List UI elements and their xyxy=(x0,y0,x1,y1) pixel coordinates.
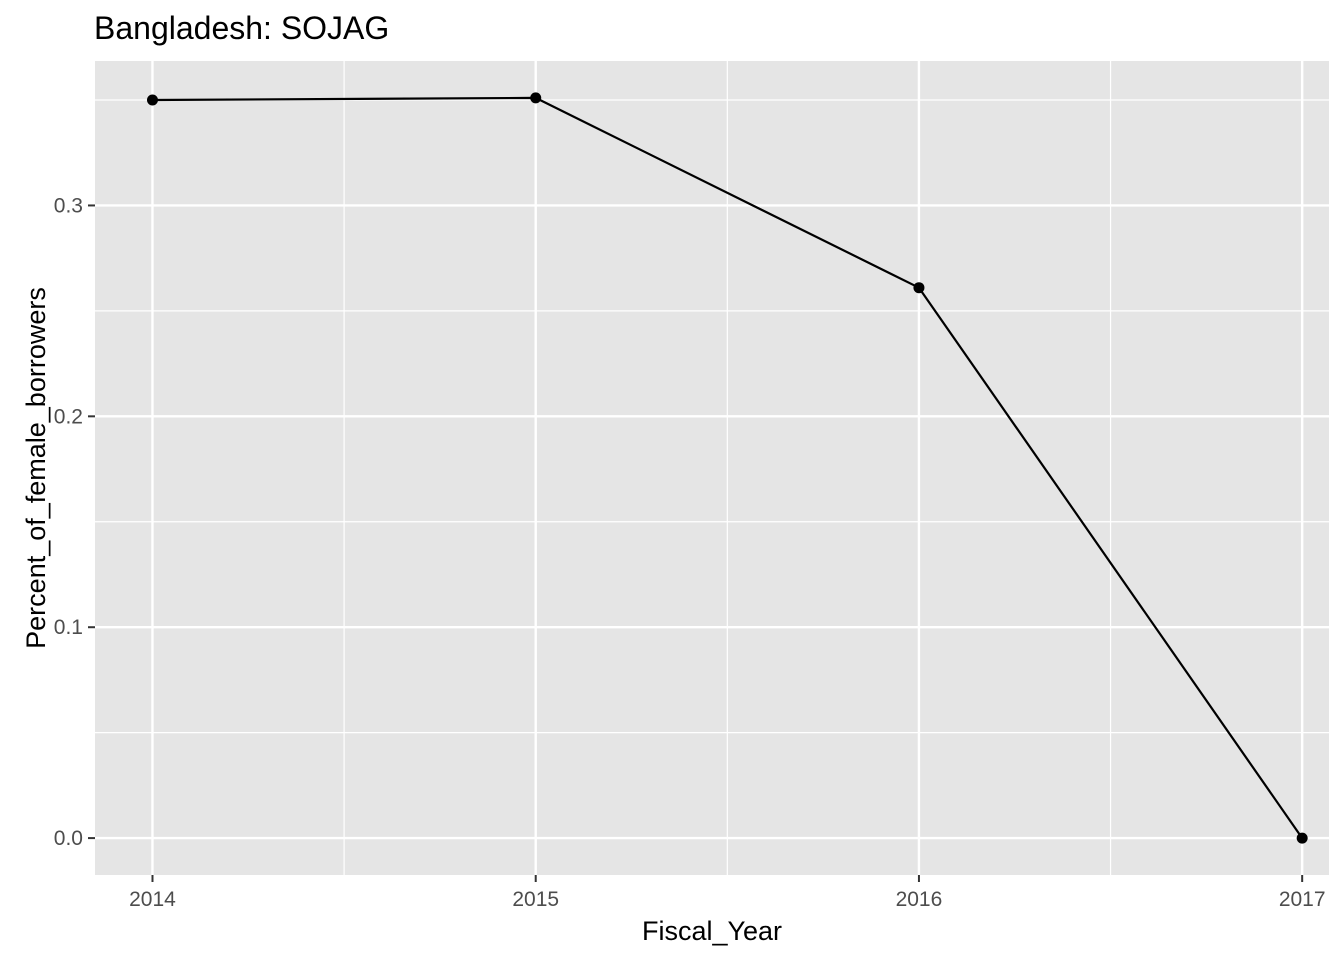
y-axis-title: Percent_of_female_borrowers xyxy=(21,287,51,649)
y-axis-ticks: 0.0 0.1 0.2 0.3 xyxy=(54,194,95,850)
data-point xyxy=(146,94,158,106)
x-axis-ticks: 2014 2015 2016 2017 xyxy=(129,875,1326,911)
y-tick-label: 0.2 xyxy=(54,405,83,428)
x-tick-label: 2014 xyxy=(129,888,176,911)
y-tick-label: 0.0 xyxy=(54,827,83,850)
major-gridlines xyxy=(95,61,1329,875)
x-tick-label: 2017 xyxy=(1279,888,1326,911)
x-axis-title: Fiscal_Year xyxy=(642,916,782,946)
data-point xyxy=(913,282,925,294)
x-tick-label: 2015 xyxy=(512,888,559,911)
series-group xyxy=(146,92,1308,844)
y-tick-label: 0.3 xyxy=(54,194,83,217)
data-point xyxy=(530,92,542,104)
y-tick-label: 0.1 xyxy=(54,616,83,639)
x-tick-label: 2016 xyxy=(896,888,943,911)
plot-panel xyxy=(95,61,1329,875)
data-point xyxy=(1296,832,1308,844)
chart-title: Bangladesh: SOJAG xyxy=(94,10,389,46)
series-line xyxy=(152,96,1304,839)
